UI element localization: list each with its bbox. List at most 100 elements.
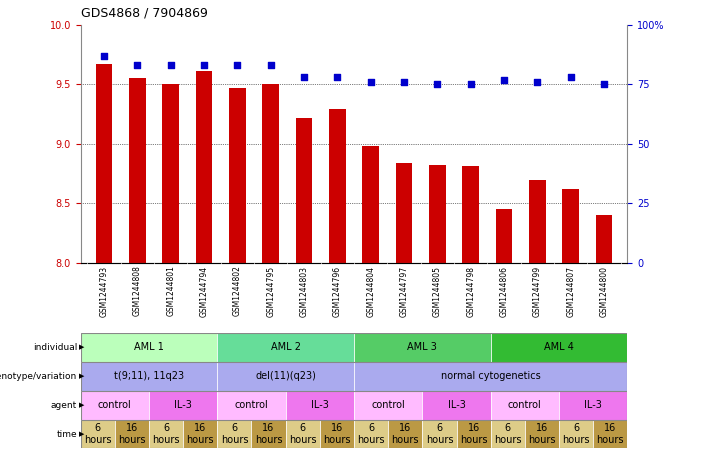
Text: 6
hours: 6 hours — [426, 423, 453, 445]
Bar — [196, 71, 212, 263]
Bar — [354, 362, 627, 390]
Text: IL-3: IL-3 — [448, 400, 465, 410]
Text: GDS4868 / 7904869: GDS4868 / 7904869 — [81, 7, 207, 20]
Text: control: control — [508, 400, 542, 410]
Point — [165, 62, 176, 69]
Point — [532, 78, 543, 86]
Text: normal cytogenetics: normal cytogenetics — [441, 371, 540, 381]
Text: 6
hours: 6 hours — [358, 423, 385, 445]
Bar — [81, 390, 149, 419]
Bar — [559, 390, 627, 419]
Text: ▶: ▶ — [79, 431, 84, 437]
Text: 16
hours: 16 hours — [118, 423, 146, 445]
Text: 16
hours: 16 hours — [597, 423, 624, 445]
Text: ▶: ▶ — [79, 402, 84, 408]
Text: 16
hours: 16 hours — [255, 423, 283, 445]
Bar — [463, 166, 479, 263]
Point — [265, 62, 276, 69]
Bar — [286, 419, 320, 448]
Text: AML 1: AML 1 — [134, 342, 164, 352]
Text: ▶: ▶ — [79, 373, 84, 379]
Text: ▶: ▶ — [79, 344, 84, 350]
Bar — [129, 78, 146, 263]
Text: AML 4: AML 4 — [544, 342, 574, 352]
Text: AML 2: AML 2 — [271, 342, 301, 352]
Text: agent: agent — [51, 400, 77, 410]
Bar — [429, 165, 446, 263]
Text: 16
hours: 16 hours — [186, 423, 214, 445]
Text: 16
hours: 16 hours — [460, 423, 487, 445]
Text: 6
hours: 6 hours — [152, 423, 179, 445]
Point — [365, 78, 376, 86]
Text: 6
hours: 6 hours — [84, 423, 111, 445]
Bar — [217, 333, 354, 362]
Point — [565, 74, 576, 81]
Bar — [422, 390, 491, 419]
Bar — [229, 88, 245, 263]
Bar — [296, 118, 313, 263]
Bar — [491, 333, 627, 362]
Point — [599, 81, 610, 88]
Bar — [217, 362, 354, 390]
Text: 16
hours: 16 hours — [323, 423, 350, 445]
Bar — [529, 179, 545, 263]
Text: IL-3: IL-3 — [175, 400, 192, 410]
Point — [132, 62, 143, 69]
Bar — [491, 390, 559, 419]
Bar — [95, 64, 112, 263]
Text: genotype/variation: genotype/variation — [0, 372, 77, 381]
Text: IL-3: IL-3 — [311, 400, 329, 410]
Bar — [395, 163, 412, 263]
Bar — [559, 419, 593, 448]
Bar — [183, 419, 217, 448]
Bar — [562, 189, 579, 263]
Point — [432, 81, 443, 88]
Text: time: time — [57, 429, 77, 439]
Bar — [362, 146, 379, 263]
Bar — [491, 419, 525, 448]
Point — [398, 78, 409, 86]
Text: control: control — [235, 400, 268, 410]
Text: AML 3: AML 3 — [407, 342, 437, 352]
Point — [98, 52, 109, 59]
Bar — [163, 84, 179, 263]
Bar — [149, 419, 183, 448]
Bar — [354, 390, 422, 419]
Point — [332, 74, 343, 81]
Point — [232, 62, 243, 69]
Text: t(9;11), 11q23: t(9;11), 11q23 — [114, 371, 184, 381]
Point — [498, 76, 510, 83]
Point — [299, 74, 310, 81]
Bar — [81, 333, 217, 362]
Bar — [262, 84, 279, 263]
Bar — [115, 419, 149, 448]
Bar — [252, 419, 286, 448]
Text: 16
hours: 16 hours — [392, 423, 419, 445]
Bar — [320, 419, 354, 448]
Text: 16
hours: 16 hours — [529, 423, 556, 445]
Bar — [354, 333, 491, 362]
Bar — [496, 209, 512, 263]
Bar — [593, 419, 627, 448]
Text: IL-3: IL-3 — [585, 400, 602, 410]
Text: 6
hours: 6 hours — [221, 423, 248, 445]
Bar — [329, 109, 346, 263]
Bar — [596, 215, 613, 263]
Bar — [81, 419, 115, 448]
Bar — [81, 362, 217, 390]
Bar — [525, 419, 559, 448]
Text: control: control — [98, 400, 132, 410]
Text: control: control — [372, 400, 405, 410]
Bar — [354, 419, 388, 448]
Bar — [217, 390, 286, 419]
Bar — [388, 419, 422, 448]
Bar — [217, 419, 252, 448]
Bar — [149, 390, 217, 419]
Point — [198, 62, 210, 69]
Bar — [286, 390, 354, 419]
Text: 6
hours: 6 hours — [289, 423, 316, 445]
Text: del(11)(q23): del(11)(q23) — [255, 371, 316, 381]
Text: 6
hours: 6 hours — [494, 423, 522, 445]
Bar — [456, 419, 491, 448]
Point — [465, 81, 476, 88]
